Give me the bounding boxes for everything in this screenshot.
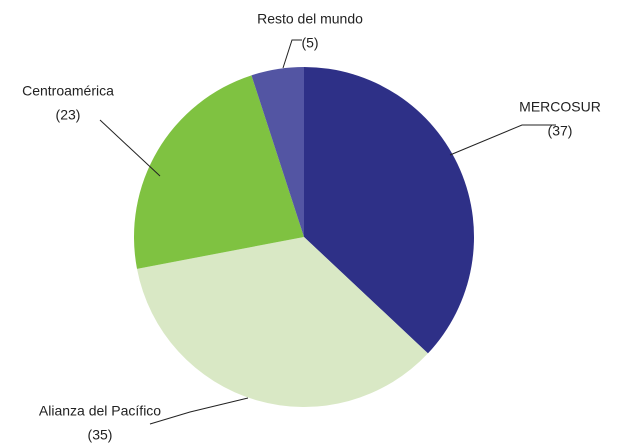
value-label: (37): [548, 123, 573, 139]
slice-label: Resto del mundo: [257, 11, 363, 27]
value-label: (5): [301, 35, 318, 51]
slice-label: Alianza del Pacífico: [39, 403, 161, 419]
value-label: (23): [56, 107, 81, 123]
pie-slice: [134, 75, 304, 269]
value-label: (35): [88, 427, 113, 443]
leader-line: [149, 397, 249, 425]
pie-slice: [304, 67, 474, 354]
pie-slice: [137, 237, 428, 407]
leader-line: [282, 39, 302, 69]
leader-line: [449, 124, 556, 156]
pie-slice: [251, 67, 304, 237]
slice-label: MERCOSUR: [519, 99, 601, 115]
leader-line: [99, 119, 161, 177]
slice-label: Centroamérica: [22, 83, 114, 99]
